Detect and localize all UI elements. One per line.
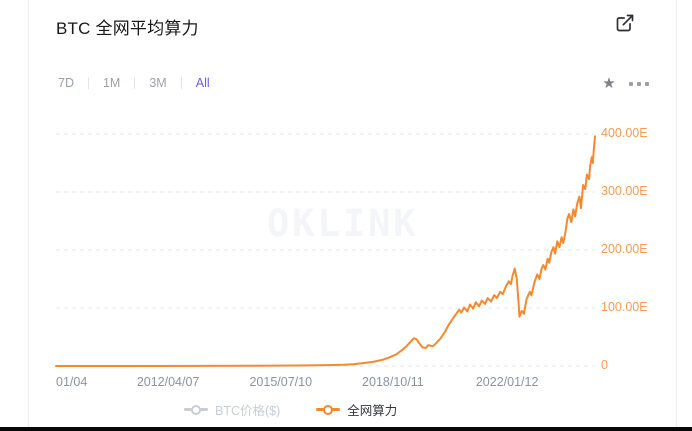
legend-item-btc-price[interactable]: BTC价格($) [184, 400, 280, 419]
legend-marker-icon [184, 404, 208, 415]
tab-range-1m[interactable]: 1M [102, 76, 121, 90]
y-tick-label: 300.00E [601, 184, 648, 198]
tab-range-all[interactable]: All [195, 76, 210, 90]
more-options-icon[interactable] [629, 78, 649, 90]
oklink-watermark: OKLINK [267, 202, 419, 245]
legend-marker-icon [316, 404, 341, 415]
x-tick-label: 2012/04/07 [136, 375, 200, 389]
tab-separator [87, 77, 89, 89]
x-tick-label: 2022/01/12 [475, 375, 539, 389]
legend-label: 全网算力 [347, 404, 398, 418]
window-bottom-edge [0, 427, 692, 431]
tab-separator [134, 77, 136, 89]
x-tick-label: 2018/10/11 [362, 375, 424, 389]
external-link-icon[interactable] [615, 13, 635, 33]
legend-item-hashrate[interactable]: 全网算力 [316, 400, 397, 419]
tab-separator [180, 77, 182, 89]
y-tick-label: 0 [601, 358, 608, 372]
chart-legend: BTC价格($) 全网算力 [184, 400, 397, 419]
hashrate-line-chart[interactable] [55, 118, 596, 370]
y-tick-label: 100.00E [601, 300, 648, 314]
page-title: BTC 全网平均算力 [56, 19, 199, 38]
y-tick-label: 200.00E [601, 242, 648, 256]
x-tick-label: 2015/07/10 [249, 375, 313, 389]
tab-range-3m[interactable]: 3M [149, 76, 167, 90]
chart-region: OKLINK 400.00E 300.00E 200.00E 100.00E 0 01/… [29, 0, 678, 427]
tab-range-7d[interactable]: 7D [58, 76, 74, 90]
chart-card: BTC 全网平均算力 7D 1M 3M All ★ OKLINK [28, 0, 677, 427]
favorite-star-icon[interactable]: ★ [602, 75, 616, 92]
x-tick-label: 01/04 [56, 375, 88, 389]
hashrate-series-line [55, 135, 596, 367]
chart-canvas [55, 133, 596, 367]
y-tick-label: 400.00E [601, 126, 648, 140]
legend-label: BTC价格($) [215, 404, 281, 418]
time-range-tabs: 7D 1M 3M All [56, 76, 212, 90]
chart-tools: ★ [601, 76, 649, 92]
